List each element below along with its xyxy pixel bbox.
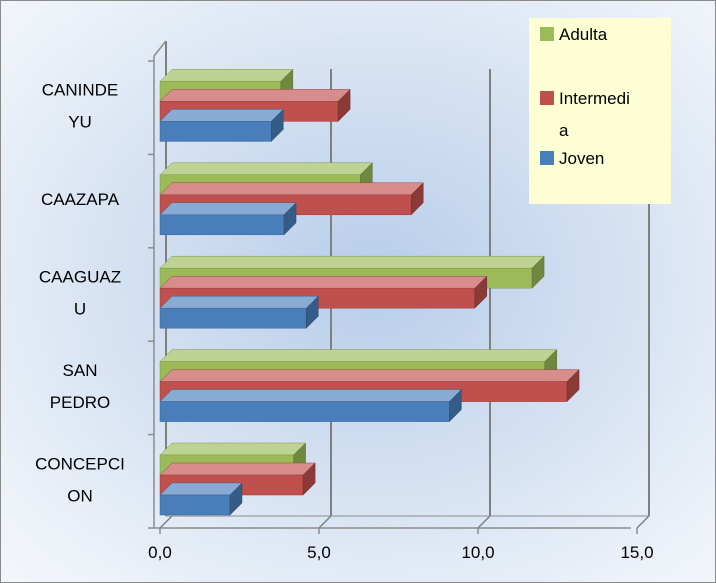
y-tick-label: SAN [63,361,98,380]
x-tick-label: 15,0 [620,543,653,562]
x-tick-label: 0,0 [148,543,172,562]
y-tick-label: U [74,300,86,319]
gridline-floor [636,515,650,529]
legend-box [529,18,671,204]
bar-end [229,482,243,516]
bar-top [159,295,319,309]
bar-end [474,275,488,309]
legend-label: a [559,121,569,140]
legend-label: Joven [559,149,604,168]
y-tick-label: ON [67,486,93,505]
bar-end [531,255,545,289]
bar-top [159,182,424,196]
y-tick-label: PEDRO [50,393,110,412]
bar-end [306,295,319,329]
bar-end [302,462,316,496]
bar-top [159,202,297,216]
bar-top [159,462,316,476]
x-tick-label: 5,0 [307,543,331,562]
bar-top [159,89,351,102]
bar-top [159,255,545,269]
bar [159,121,272,142]
y-tick-label: CANINDE [42,81,119,100]
legend-swatch [540,151,554,165]
y-tick-label: YU [68,113,92,132]
bar-top [159,349,558,362]
bar-top [159,69,294,82]
bar [159,214,285,236]
bar-top [159,275,488,289]
bar-end [271,108,284,143]
legend-swatch [540,91,554,105]
legend-swatch [540,27,554,41]
y-tick-label: CONCEPCI [35,454,125,473]
bar-end [410,182,424,216]
bar-end [449,388,462,423]
bar-end [566,368,580,403]
legend-label: Intermedi [559,89,630,108]
bar [159,494,231,516]
bar-top [159,442,307,456]
gridline-floor [159,515,173,529]
bar-top [159,109,284,122]
y-tick-label: CAAGUAZ [39,268,121,287]
bar-end [337,88,351,123]
bar-top [159,389,462,402]
y-axis-top [153,40,167,57]
bar-top [159,162,373,176]
gridline-floor [477,515,491,529]
bar [159,401,450,422]
bar-end [283,202,297,236]
x-tick-label: 10,0 [461,543,494,562]
y-tick-label: CAAZAPA [41,190,120,209]
gridline-floor [318,515,332,529]
bar-top [159,369,580,382]
legend-label: Adulta [559,25,608,44]
bar-top [159,482,243,496]
bar [159,307,307,329]
